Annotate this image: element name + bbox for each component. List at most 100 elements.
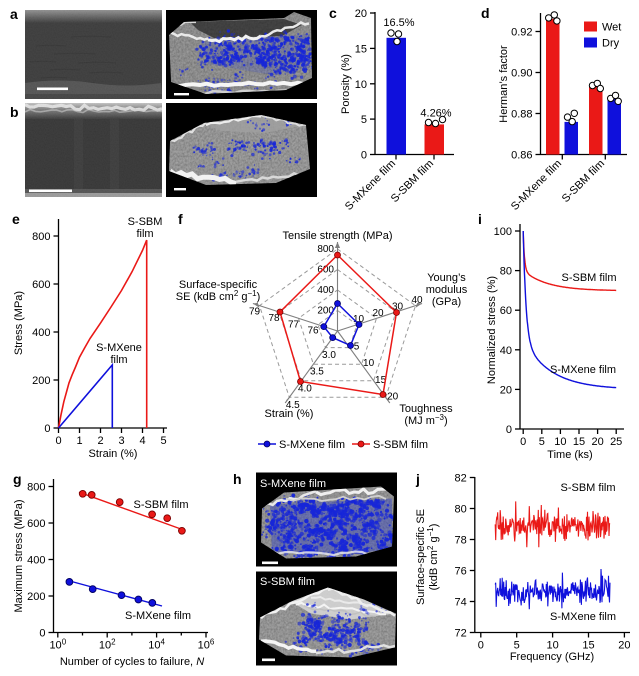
svg-text:600: 600 (317, 265, 334, 276)
svg-text:600: 600 (32, 279, 50, 291)
svg-text:79: 79 (249, 307, 261, 318)
svg-text:0: 0 (520, 436, 526, 448)
svg-text:200: 200 (27, 591, 45, 603)
svg-text:78: 78 (455, 535, 467, 547)
svg-text:S-MXene film: S-MXene film (125, 610, 191, 622)
svg-text:76: 76 (307, 326, 319, 337)
svg-text:10: 10 (546, 640, 558, 652)
svg-text:Frequency (GHz): Frequency (GHz) (510, 651, 594, 663)
svg-text:4.0: 4.0 (298, 383, 312, 394)
svg-text:SE (kdB cm2 g−1): SE (kdB cm2 g−1) (176, 289, 261, 303)
svg-text:600: 600 (27, 518, 45, 530)
svg-text:10: 10 (355, 79, 367, 91)
svg-text:Surface-specific SE: Surface-specific SE (415, 509, 427, 605)
svg-text:800: 800 (32, 231, 50, 243)
svg-text:400: 400 (32, 327, 50, 339)
svg-text:0.92: 0.92 (511, 27, 532, 39)
svg-text:60: 60 (500, 305, 512, 317)
svg-text:20: 20 (618, 640, 630, 652)
svg-text:0: 0 (478, 640, 484, 652)
svg-text:4: 4 (139, 435, 145, 447)
svg-text:2: 2 (97, 435, 103, 447)
svg-text:16.5%: 16.5% (383, 17, 414, 29)
svg-text:1: 1 (76, 435, 82, 447)
svg-text:5: 5 (354, 342, 360, 353)
svg-text:78: 78 (268, 313, 280, 324)
svg-text:3.5: 3.5 (310, 367, 324, 378)
svg-text:10: 10 (363, 358, 375, 369)
svg-text:77: 77 (288, 319, 300, 330)
svg-text:3: 3 (118, 435, 124, 447)
svg-text:f: f (178, 211, 183, 227)
svg-text:Maximum stress (MPa): Maximum stress (MPa) (13, 499, 25, 612)
svg-text:S-SBM: S-SBM (128, 216, 163, 228)
svg-text:Number of cycles to failure, N: Number of cycles to failure, N (60, 656, 204, 668)
svg-text:b: b (10, 104, 19, 120)
svg-text:40: 40 (500, 345, 512, 357)
svg-text:74: 74 (455, 597, 467, 609)
svg-text:5: 5 (160, 435, 166, 447)
svg-text:20: 20 (387, 391, 399, 402)
svg-text:Herman’s factor: Herman’s factor (498, 45, 510, 123)
svg-text:S-SBM film: S-SBM film (260, 576, 315, 588)
svg-text:0: 0 (506, 424, 512, 436)
svg-text:0: 0 (39, 628, 45, 640)
svg-text:80: 80 (500, 266, 512, 278)
svg-text:h: h (233, 471, 242, 487)
svg-text:0: 0 (361, 150, 367, 162)
svg-text:4.5: 4.5 (286, 400, 300, 411)
svg-text:Dry: Dry (602, 38, 620, 50)
svg-text:S-MXene film: S-MXene film (260, 478, 326, 490)
svg-text:S-SBM film: S-SBM film (562, 272, 617, 284)
svg-text:film: film (110, 354, 127, 366)
svg-text:e: e (12, 211, 20, 227)
svg-text:800: 800 (27, 482, 45, 494)
svg-text:15: 15 (375, 375, 387, 386)
svg-text:15: 15 (355, 43, 367, 55)
svg-text:3.0: 3.0 (322, 350, 336, 361)
svg-text:200: 200 (32, 375, 50, 387)
svg-text:modulus: modulus (426, 284, 468, 296)
svg-text:80: 80 (455, 504, 467, 516)
svg-text:S-SBM film: S-SBM film (134, 499, 189, 511)
svg-text:Porosity (%): Porosity (%) (340, 54, 352, 114)
svg-text:20: 20 (372, 308, 384, 319)
svg-text:76: 76 (455, 566, 467, 578)
svg-text:0: 0 (55, 435, 61, 447)
svg-text:20: 20 (591, 436, 603, 448)
svg-text:Strain (%): Strain (%) (265, 408, 314, 420)
svg-text:S-MXene film: S-MXene film (279, 439, 345, 451)
svg-text:0: 0 (44, 423, 50, 435)
svg-text:40: 40 (411, 295, 423, 306)
svg-text:0.86: 0.86 (511, 150, 532, 162)
svg-text:(kdB cm2 g−1): (kdB cm2 g−1) (426, 524, 440, 591)
svg-text:Surface-specific: Surface-specific (179, 279, 258, 291)
svg-text:film: film (136, 228, 153, 240)
svg-text:S-MXene: S-MXene (96, 342, 142, 354)
svg-text:S-MXene film: S-MXene film (550, 611, 616, 623)
svg-text:Time (ks): Time (ks) (547, 449, 592, 461)
svg-text:(GPa): (GPa) (432, 296, 461, 308)
svg-text:0.90: 0.90 (511, 68, 532, 80)
svg-text:400: 400 (317, 285, 334, 296)
svg-text:c: c (329, 5, 337, 21)
svg-text:S-SBM film: S-SBM film (373, 439, 428, 451)
svg-text:5: 5 (361, 114, 367, 126)
svg-text:15: 15 (573, 436, 585, 448)
svg-text:10: 10 (353, 314, 365, 325)
svg-text:Toughness: Toughness (399, 403, 453, 415)
svg-text:Wet: Wet (602, 22, 621, 34)
svg-text:a: a (10, 6, 18, 22)
svg-text:100: 100 (494, 226, 512, 238)
svg-text:i: i (478, 211, 482, 227)
svg-text:400: 400 (27, 555, 45, 567)
svg-text:25: 25 (610, 436, 622, 448)
svg-text:Stress (MPa): Stress (MPa) (13, 291, 25, 355)
svg-text:30: 30 (392, 302, 404, 313)
svg-text:20: 20 (355, 8, 367, 20)
svg-text:d: d (481, 5, 490, 21)
svg-text:S-MXene film: S-MXene film (550, 364, 616, 376)
svg-text:S-SBM film: S-SBM film (561, 482, 616, 494)
svg-text:800: 800 (317, 244, 334, 255)
svg-text:Normalized stress (%): Normalized stress (%) (486, 276, 498, 384)
